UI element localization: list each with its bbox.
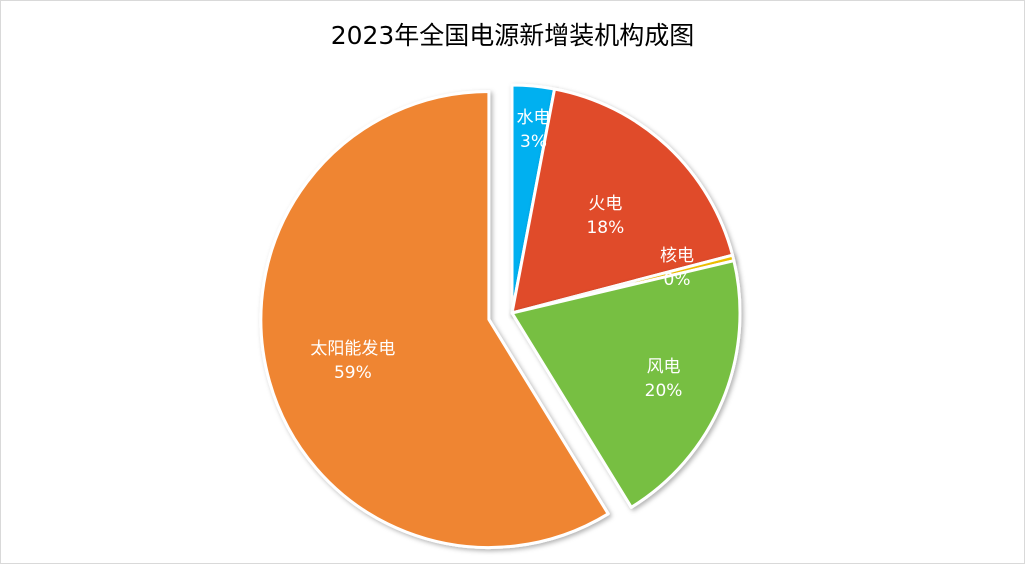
slice-label-name-2: 核电 — [660, 246, 694, 266]
slice-label-name-4: 太阳能发电 — [310, 339, 395, 359]
slice-label-percent-0: 3% — [520, 132, 547, 152]
slice-label-name-0: 水电 — [517, 108, 551, 128]
chart-title: 2023年全国电源新增装机构成图 — [330, 21, 695, 50]
pie-slice-3 — [510, 259, 742, 509]
slice-label-percent-3: 20% — [645, 381, 683, 401]
slice-label-percent-1: 18% — [586, 218, 624, 238]
pie-slice-1 — [510, 87, 735, 315]
slice-label-percent-4: 59% — [334, 363, 372, 383]
slice-label-name-3: 风电 — [647, 357, 681, 377]
pie-slice-4 — [259, 90, 610, 550]
slice-label-percent-2: 0% — [664, 270, 691, 290]
slice-label-name-1: 火电 — [588, 194, 622, 214]
